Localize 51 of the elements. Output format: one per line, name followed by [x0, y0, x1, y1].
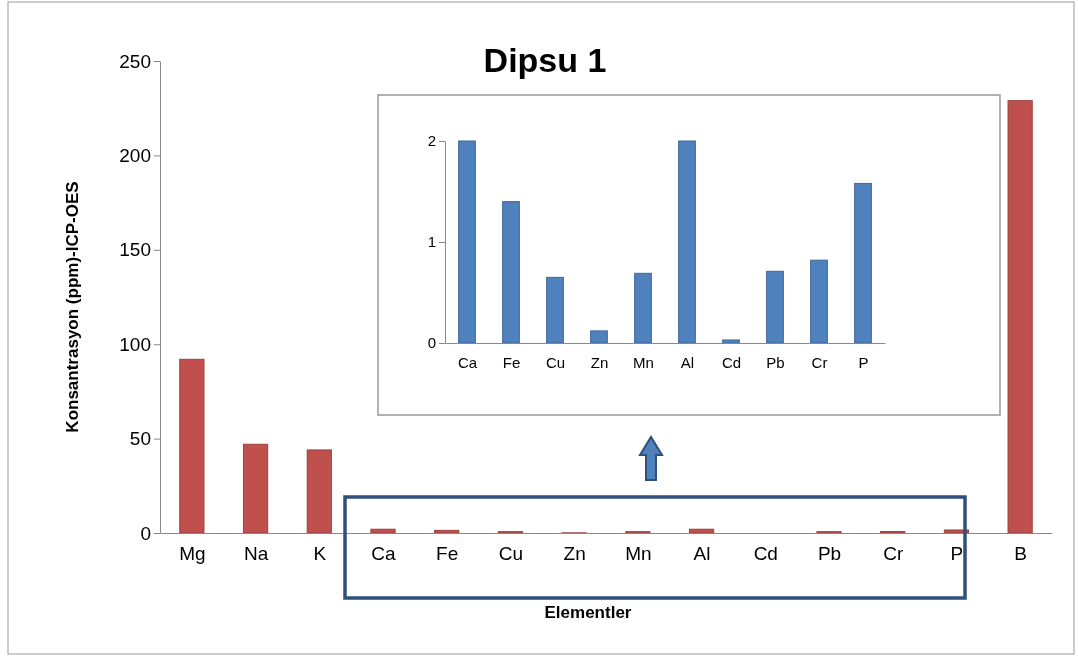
bar	[810, 259, 828, 344]
bar	[766, 270, 784, 344]
x-tick-label: Na	[243, 543, 269, 565]
x-tick-label: Cr	[883, 543, 904, 565]
bar	[242, 443, 269, 534]
x-tick-label: P	[858, 353, 869, 371]
x-tick-label: Cd	[721, 353, 742, 371]
x-tick-label: K	[313, 543, 327, 565]
y-tick-label: 0	[140, 522, 151, 544]
bar	[306, 449, 332, 534]
bar	[590, 330, 608, 344]
y-axis-title: Konsantrasyon (ppm)-ICP-OES	[63, 181, 82, 433]
x-tick-label: Cu	[545, 353, 566, 371]
x-tick-label: Fe	[502, 353, 521, 371]
y-tick-label: 2	[427, 132, 436, 150]
x-tick-label: Mn	[625, 543, 652, 565]
chart-title: Dipsu 1	[483, 41, 607, 79]
y-tick-label: 50	[129, 428, 151, 450]
x-tick-label: Al	[680, 353, 695, 371]
bar	[502, 201, 520, 344]
x-tick-label: Ca	[457, 353, 478, 371]
bar	[370, 528, 396, 534]
x-axis-title: Elementler	[544, 603, 632, 622]
x-tick-label: Fe	[436, 543, 459, 565]
x-tick-label: Cu	[498, 543, 524, 565]
y-tick-label: 1	[427, 233, 436, 251]
x-tick-label: P	[950, 543, 964, 565]
x-tick-label: Pb	[766, 353, 785, 371]
x-tick-label: Ca	[371, 543, 397, 565]
bar	[546, 276, 564, 344]
y-tick-label: 200	[119, 144, 151, 166]
y-tick-label: 100	[119, 333, 151, 355]
x-tick-label: B	[1014, 543, 1027, 565]
x-tick-label: Mg	[179, 543, 206, 565]
x-tick-label: Mn	[633, 353, 654, 371]
bar	[634, 272, 652, 344]
x-tick-label: Zn	[563, 543, 586, 565]
y-tick-label: 250	[119, 50, 151, 72]
x-tick-label: Pb	[817, 543, 842, 565]
bar	[854, 182, 872, 344]
bar	[722, 339, 740, 344]
bar	[179, 358, 205, 534]
bar	[678, 140, 696, 344]
x-tick-label: Cr	[811, 353, 828, 371]
bar	[458, 140, 476, 344]
y-tick-label: 0	[427, 334, 436, 352]
x-tick-label: Al	[693, 543, 711, 565]
x-tick-label: Zn	[590, 353, 609, 371]
x-tick-label: Cd	[753, 543, 778, 565]
y-tick-label: 150	[119, 239, 151, 261]
bar	[1007, 100, 1033, 534]
